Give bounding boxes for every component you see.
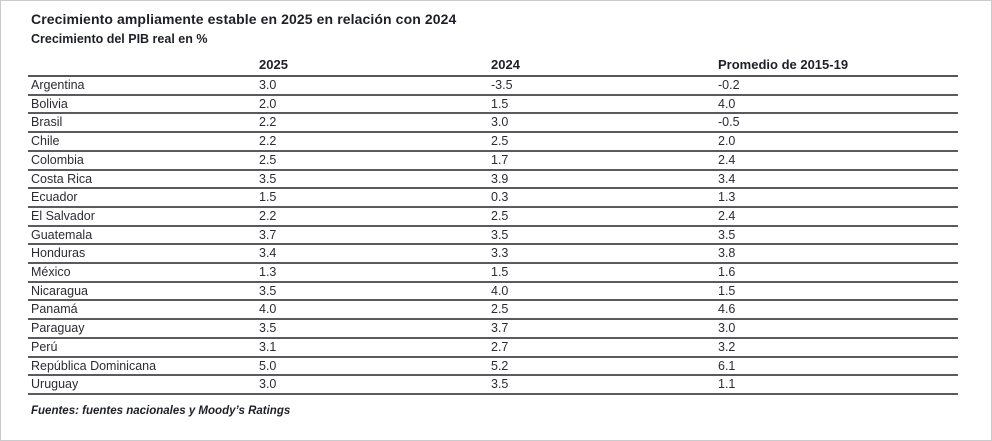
- table-row: República Dominicana 5.0 5.2 6.1: [28, 356, 958, 377]
- value-cell: 3.5: [256, 281, 488, 302]
- country-cell: Colombia: [28, 150, 256, 171]
- value-cell: 3.5: [256, 319, 488, 339]
- country-cell: Brasil: [28, 113, 256, 134]
- value-cell: 4.0: [488, 281, 715, 302]
- country-cell: Bolivia: [28, 94, 256, 115]
- value-cell: 2.0: [256, 94, 488, 115]
- table-row: Honduras 3.4 3.3 3.8: [28, 244, 958, 265]
- value-cell: 1.1: [715, 375, 958, 395]
- value-cell: 2.5: [488, 206, 715, 227]
- table-row: Paraguay 3.5 3.7 3.0: [28, 319, 958, 339]
- exhibit-title: Crecimiento ampliamente estable en 2025 …: [31, 11, 457, 27]
- value-cell: 5.2: [488, 356, 715, 377]
- value-cell: 2.2: [256, 206, 488, 227]
- value-cell: -0.5: [715, 113, 958, 134]
- value-cell: 1.5: [488, 94, 715, 115]
- country-cell: Honduras: [28, 244, 256, 265]
- value-cell: 2.4: [715, 150, 958, 171]
- value-cell: 3.4: [256, 244, 488, 265]
- table-row: Chile 2.2 2.5 2.0: [28, 132, 958, 152]
- table-row: Argentina 3.0 -3.5 -0.2: [28, 76, 958, 96]
- value-cell: 3.5: [715, 225, 958, 246]
- value-cell: 2.5: [488, 300, 715, 321]
- value-cell: 3.1: [256, 337, 488, 358]
- value-cell: 2.4: [715, 206, 958, 227]
- table-row: Brasil 2.2 3.0 -0.5: [28, 113, 958, 134]
- country-cell: Panamá: [28, 300, 256, 321]
- country-cell: El Salvador: [28, 206, 256, 227]
- table-row: Bolivia 2.0 1.5 4.0: [28, 94, 958, 115]
- table-row: Ecuador 1.5 0.3 1.3: [28, 188, 958, 208]
- value-cell: 2.2: [256, 113, 488, 134]
- country-cell: Costa Rica: [28, 169, 256, 190]
- value-cell: 1.5: [488, 263, 715, 283]
- table-row: Colombia 2.5 1.7 2.4: [28, 150, 958, 171]
- table-row: Nicaragua 3.5 4.0 1.5: [28, 281, 958, 302]
- value-cell: 2.7: [488, 337, 715, 358]
- country-cell: Chile: [28, 132, 256, 152]
- value-cell: 3.0: [488, 113, 715, 134]
- value-cell: 1.3: [715, 188, 958, 208]
- country-cell: Perú: [28, 337, 256, 358]
- country-cell: Guatemala: [28, 225, 256, 246]
- col-header-promedio-2015-19: Promedio de 2015-19: [715, 54, 958, 77]
- value-cell: 4.6: [715, 300, 958, 321]
- table-row: México 1.3 1.5 1.6: [28, 263, 958, 283]
- value-cell: 1.3: [256, 263, 488, 283]
- value-cell: 3.0: [715, 319, 958, 339]
- value-cell: 3.7: [256, 225, 488, 246]
- country-cell: Paraguay: [28, 319, 256, 339]
- value-cell: 3.5: [488, 375, 715, 395]
- value-cell: 2.2: [256, 132, 488, 152]
- country-cell: República Dominicana: [28, 356, 256, 377]
- value-cell: 3.8: [715, 244, 958, 265]
- source-note: Fuentes: fuentes nacionales y Moody’s Ra…: [31, 405, 291, 417]
- value-cell: 3.4: [715, 169, 958, 190]
- value-cell: 1.5: [715, 281, 958, 302]
- value-cell: 3.5: [256, 169, 488, 190]
- value-cell: 2.5: [256, 150, 488, 171]
- value-cell: 3.9: [488, 169, 715, 190]
- value-cell: 3.7: [488, 319, 715, 339]
- value-cell: 3.5: [488, 225, 715, 246]
- value-cell: 2.0: [715, 132, 958, 152]
- table-row: Uruguay 3.0 3.5 1.1: [28, 375, 958, 395]
- table-row: Panamá 4.0 2.5 4.6: [28, 300, 958, 321]
- country-cell: Argentina: [28, 76, 256, 96]
- table-header-row: 2025 2024 Promedio de 2015-19: [28, 54, 958, 77]
- gdp-growth-table: 2025 2024 Promedio de 2015-19 Argentina 3…: [28, 54, 958, 395]
- value-cell: 2.5: [488, 132, 715, 152]
- value-cell: -3.5: [488, 76, 715, 96]
- col-header-2024: 2024: [488, 54, 715, 77]
- col-header-2025: 2025: [256, 54, 488, 77]
- value-cell: 3.2: [715, 337, 958, 358]
- exhibit-subtitle: Crecimiento del PIB real en %: [31, 32, 208, 46]
- value-cell: 1.5: [256, 188, 488, 208]
- value-cell: -0.2: [715, 76, 958, 96]
- value-cell: 3.3: [488, 244, 715, 265]
- value-cell: 3.0: [256, 76, 488, 96]
- country-cell: México: [28, 263, 256, 283]
- value-cell: 4.0: [256, 300, 488, 321]
- value-cell: 3.0: [256, 375, 488, 395]
- value-cell: 4.0: [715, 94, 958, 115]
- value-cell: 6.1: [715, 356, 958, 377]
- table-row: Guatemala 3.7 3.5 3.5: [28, 225, 958, 246]
- table-body: Argentina 3.0 -3.5 -0.2 Bolivia 2.0 1.5 4.0 Bras…: [28, 76, 958, 395]
- country-cell: Nicaragua: [28, 281, 256, 302]
- value-cell: 1.6: [715, 263, 958, 283]
- table-row: El Salvador 2.2 2.5 2.4: [28, 206, 958, 227]
- country-cell: Ecuador: [28, 188, 256, 208]
- country-cell: Uruguay: [28, 375, 256, 395]
- col-header-country: [28, 54, 256, 77]
- value-cell: 5.0: [256, 356, 488, 377]
- table-row: Perú 3.1 2.7 3.2: [28, 337, 958, 358]
- value-cell: 0.3: [488, 188, 715, 208]
- table-row: Costa Rica 3.5 3.9 3.4: [28, 169, 958, 190]
- value-cell: 1.7: [488, 150, 715, 171]
